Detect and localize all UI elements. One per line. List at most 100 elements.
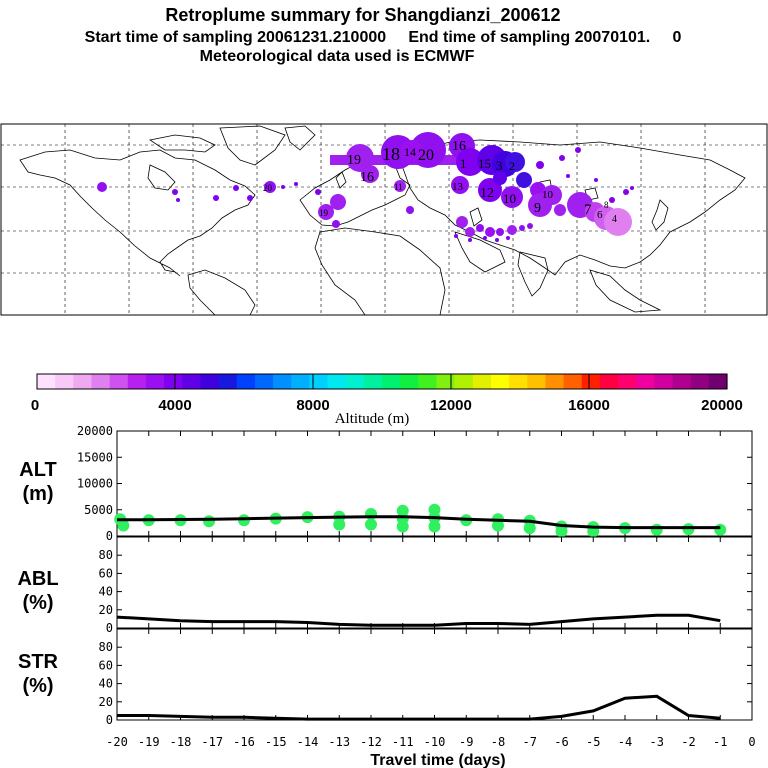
x-tick-label: -12 — [360, 735, 382, 749]
abl-panel-label: ABL — [17, 568, 58, 590]
colorbar-cell — [418, 374, 438, 389]
y-tick-label: 20 — [99, 695, 113, 709]
plume-marker — [264, 181, 276, 193]
colorbar-cell — [382, 374, 401, 389]
colorbar-cell — [37, 374, 56, 389]
plume-marker — [505, 152, 525, 172]
plume-marker — [176, 198, 180, 202]
plume-label: 19 — [347, 153, 361, 168]
plume-marker — [233, 185, 239, 191]
plume-marker — [330, 194, 346, 210]
panel-alt: 0 5000 10000 15000 20000 — [77, 424, 753, 543]
colorbar-cell — [109, 374, 129, 389]
colorbar-cell — [254, 374, 274, 389]
str-panel-unit: (%) — [22, 675, 53, 697]
colorbar-cell — [636, 374, 655, 389]
colorbar-cell — [345, 374, 365, 389]
plume-label: 7 — [584, 202, 592, 218]
plume-marker — [506, 236, 510, 240]
plume-marker — [247, 195, 253, 201]
plume-marker — [575, 147, 581, 153]
plume-marker — [536, 161, 544, 169]
colorbar-cell — [55, 374, 74, 389]
x-tick-label: -14 — [297, 735, 319, 749]
plume-cluster-small — [97, 180, 414, 228]
x-tick-label: -7 — [523, 735, 537, 749]
colorbar-cell — [91, 374, 111, 389]
x-tick-label: -6 — [554, 735, 568, 749]
alt-series-line — [117, 515, 721, 530]
colorbar-cell — [581, 374, 601, 389]
alt-panel-label: ALT — [19, 459, 56, 481]
coastline-uk — [335, 171, 347, 189]
plume-marker — [542, 185, 562, 205]
colorbar-cell — [200, 374, 220, 389]
plume-label: 4 — [612, 214, 617, 225]
met-data-line: Meteorological data used is ECMWF — [200, 48, 475, 65]
coastline-hudson-bay — [147, 164, 176, 191]
plume-marker — [516, 172, 532, 188]
x-tick-label: -16 — [233, 735, 255, 749]
colorbar-cell — [182, 374, 202, 389]
plume-marker — [451, 176, 469, 194]
plume-cluster-southern — [454, 216, 533, 242]
colorbar-cell — [454, 374, 474, 389]
x-tick-label: 0 — [748, 735, 755, 749]
plume-marker — [609, 197, 615, 203]
x-tick-label: -11 — [392, 735, 414, 749]
str-panel-label: STR — [18, 651, 59, 673]
altitude-marker — [650, 523, 663, 536]
coastline-north-america — [19, 149, 256, 277]
plume-clusters — [97, 132, 634, 242]
colorbar-cell — [309, 374, 329, 389]
altitude-marker — [555, 525, 568, 538]
altitude-marker — [203, 515, 216, 528]
colorbar-cell — [73, 374, 93, 389]
plume-marker — [554, 204, 566, 216]
plume-marker — [483, 236, 487, 240]
x-tick-label: -10 — [424, 735, 446, 749]
plume-label: 20 — [263, 183, 273, 193]
plume-marker — [493, 171, 507, 185]
colorbar-cell — [490, 374, 510, 389]
x-tick-label: -2 — [681, 735, 695, 749]
plume-label: 11 — [394, 182, 403, 192]
y-tick-label: 0 — [106, 529, 113, 543]
x-tick-label: -13 — [328, 735, 350, 749]
plume-marker — [456, 216, 468, 228]
colorbar-cell — [599, 374, 619, 389]
plume-label: 13 — [452, 181, 464, 193]
y-tick-label: 40 — [99, 677, 113, 691]
panel-labels: ALT (m) ABL (%) STR (%) — [17, 459, 58, 697]
plume-label: 9 — [534, 201, 541, 216]
y-tick-label: 0 — [106, 713, 113, 727]
plume-marker — [630, 186, 634, 190]
plume-label: 12 — [480, 186, 494, 201]
plume-marker — [507, 225, 517, 235]
y-tick-label: 80 — [99, 548, 113, 562]
y-tick-label: 80 — [99, 640, 113, 654]
coastline-africa — [314, 227, 446, 316]
colorbar-cell — [708, 374, 728, 389]
x-tick-label: -5 — [586, 735, 600, 749]
alt-panel-unit: (m) — [22, 483, 53, 505]
colorbar-tick-label: 8000 — [296, 397, 329, 414]
plume-marker — [361, 165, 379, 183]
plume-label: 15 — [478, 156, 491, 171]
x-tick-label: -17 — [201, 735, 223, 749]
chart-subtitle: Start time of sampling 20061231.210000 E… — [85, 29, 682, 46]
altitude-colorbar: 0 4000 8000 12000 16000 20000 Altitude (… — [31, 373, 743, 427]
plume-marker — [172, 189, 178, 195]
plume-cluster-large — [330, 132, 634, 236]
altitude-marker — [117, 519, 130, 532]
plume-marker — [476, 224, 484, 232]
x-tick-label: -19 — [138, 735, 160, 749]
altitude-marker — [682, 523, 695, 536]
x-tick-label: -9 — [459, 735, 473, 749]
x-tick-label: -18 — [170, 735, 192, 749]
colorbar-cell — [509, 374, 528, 389]
plume-marker — [454, 234, 458, 238]
altitude-marker — [523, 522, 536, 535]
colorbar-cell — [563, 374, 583, 389]
